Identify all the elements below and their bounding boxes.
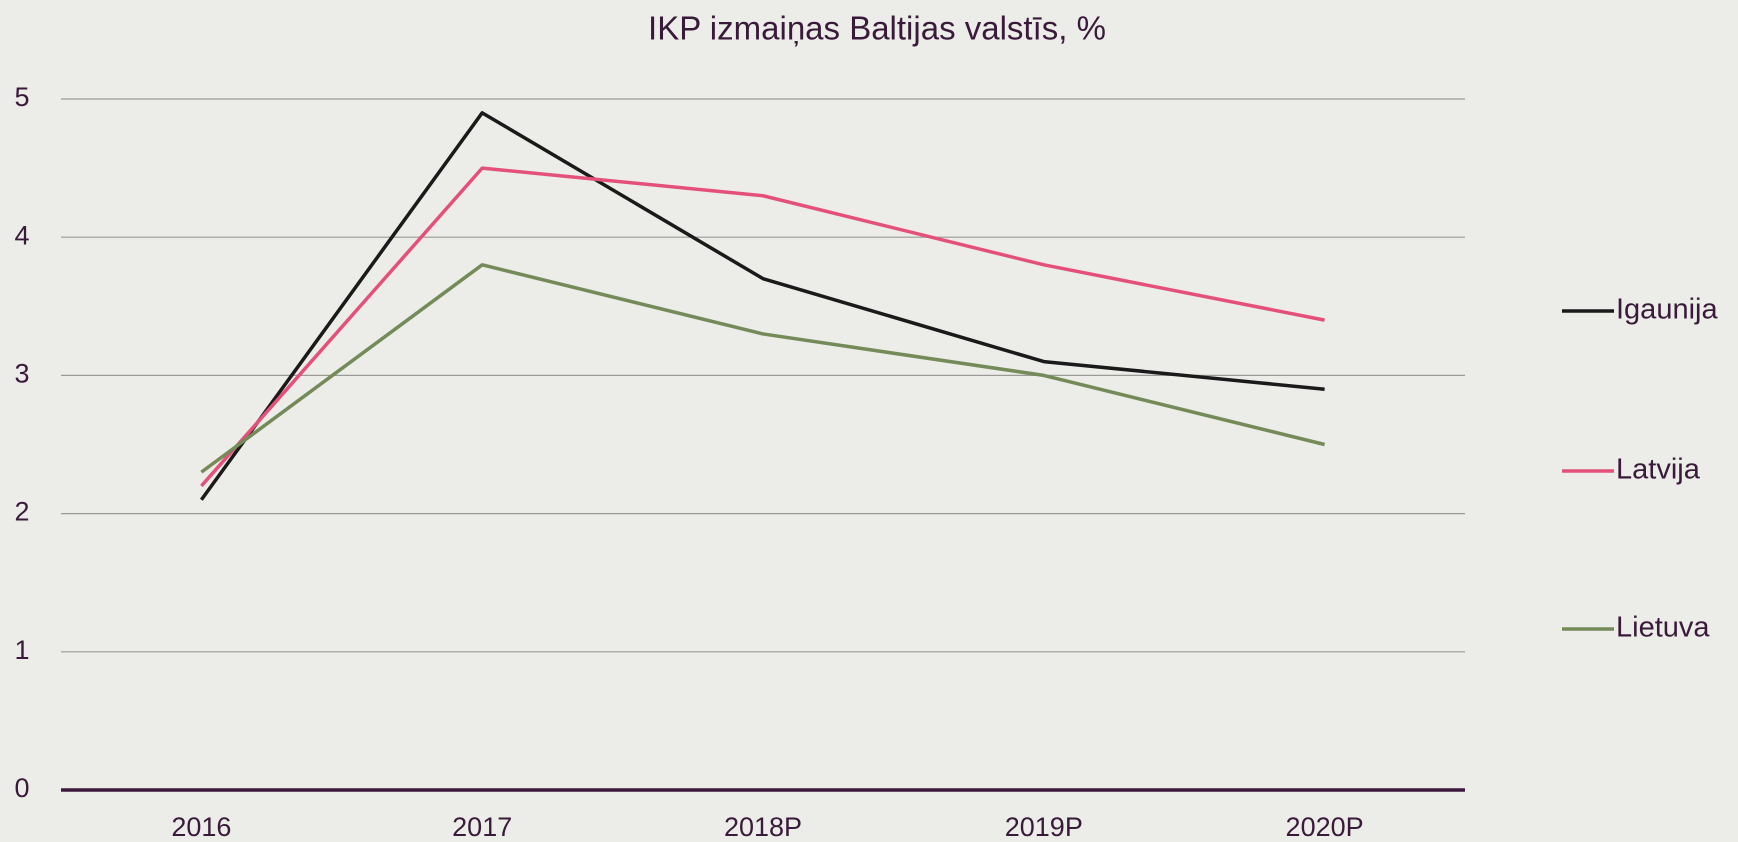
legend-label: Lietuva xyxy=(1616,612,1710,644)
x-tick-label: 2017 xyxy=(452,812,512,842)
x-tick-label: 2019P xyxy=(1005,812,1083,842)
x-tick-label: 2020P xyxy=(1286,812,1364,842)
y-tick-label: 4 xyxy=(14,220,29,250)
legend-label: Igaunija xyxy=(1616,294,1718,326)
y-tick-label: 3 xyxy=(14,359,29,389)
legend-label: Latvija xyxy=(1616,454,1701,486)
y-tick-label: 0 xyxy=(14,773,29,803)
y-tick-label: 1 xyxy=(14,635,29,665)
line-series xyxy=(200,166,1325,488)
line-series xyxy=(199,111,1325,501)
chart-title: IKP izmaiņas Baltijas valstīs, % xyxy=(648,10,1106,47)
x-tick-label: 2016 xyxy=(171,812,231,842)
line-series xyxy=(200,263,1326,474)
y-tick-label: 5 xyxy=(14,82,29,112)
x-tick-label: 2018P xyxy=(724,812,802,842)
y-tick-label: 2 xyxy=(14,497,29,527)
